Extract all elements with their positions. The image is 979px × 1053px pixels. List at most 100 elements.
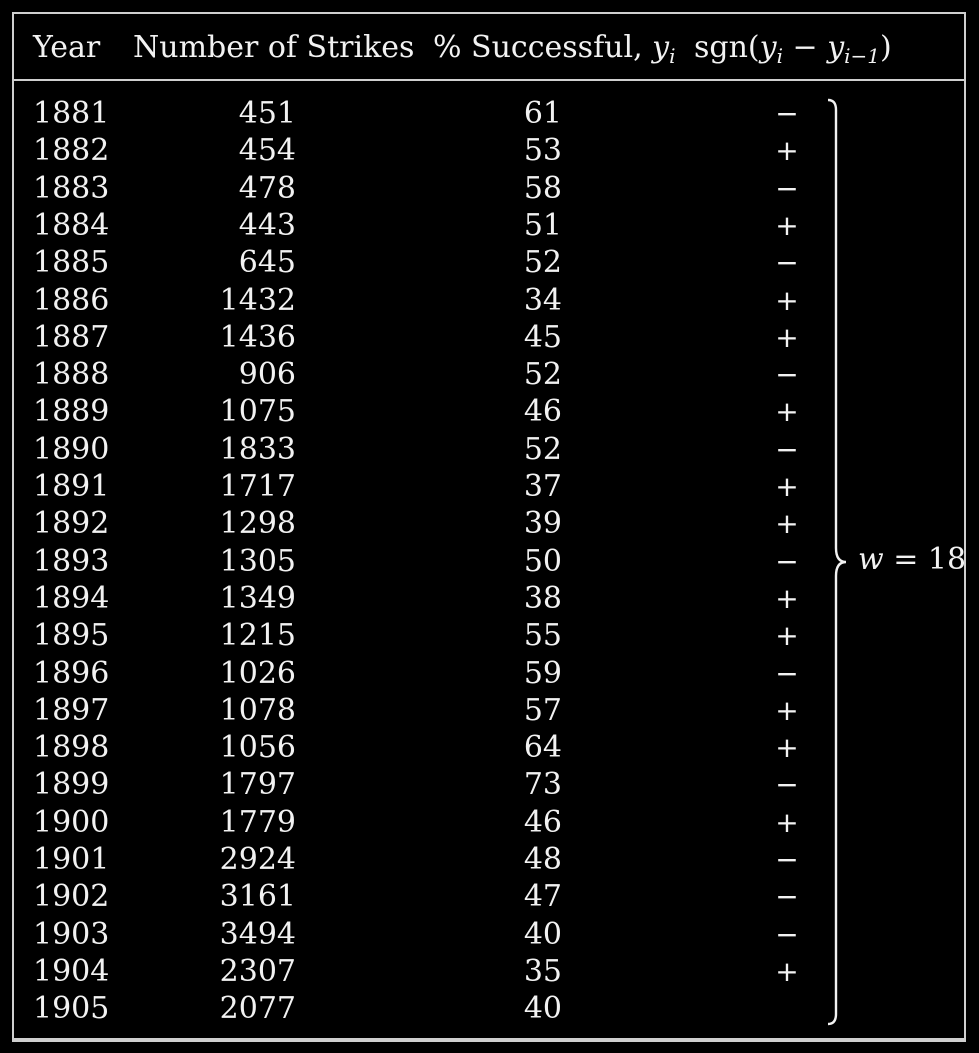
success-header-sub: i (669, 44, 676, 68)
table-row: 1897 1078 57 + (0, 692, 979, 729)
cell-strikes: 2307 (219, 953, 296, 989)
cell-success: 64 (523, 730, 562, 766)
cell-year: 1894 (33, 580, 110, 616)
cell-success: 52 (523, 245, 562, 281)
cell-success: 45 (523, 319, 562, 355)
cell-sign: − (775, 358, 799, 392)
cell-year: 1888 (33, 357, 110, 393)
cell-year: 1885 (33, 245, 110, 281)
cell-success: 51 (523, 207, 562, 243)
cell-sign: − (775, 246, 799, 280)
cell-strikes: 1797 (219, 767, 296, 803)
cell-sign: + (775, 581, 799, 615)
cell-year: 1893 (33, 543, 110, 579)
right-brace (827, 98, 847, 1026)
table-row: 1882 454 53 + (0, 132, 979, 169)
cell-strikes: 1298 (219, 506, 296, 542)
cell-year: 1898 (33, 730, 110, 766)
cell-year: 1891 (33, 469, 110, 504)
cell-strikes: 1436 (219, 319, 296, 355)
cell-sign: + (775, 954, 799, 988)
cell-year: 1886 (33, 282, 110, 318)
table-row: 1890 1833 52 − (0, 431, 979, 468)
cell-success: 35 (523, 953, 562, 989)
table-row: 1887 1436 45 + (0, 319, 979, 356)
column-header-year: Year (33, 30, 101, 65)
table-border-left (12, 12, 14, 1042)
cell-year: 1902 (33, 879, 110, 915)
cell-strikes: 3494 (219, 916, 296, 952)
cell-year: 1903 (33, 916, 110, 952)
table-bottom-rule (12, 1038, 966, 1040)
cell-year: 1904 (33, 953, 110, 989)
cell-strikes: 1056 (219, 730, 296, 766)
column-header-strikes: Number of Strikes (133, 30, 415, 65)
cell-strikes: 454 (238, 133, 296, 169)
table-row: 1892 1298 39 + (0, 505, 979, 542)
table-row: 1888 906 52 − (0, 356, 979, 393)
cell-strikes: 1305 (219, 543, 296, 579)
cell-success: 73 (523, 767, 562, 803)
success-header-var: y (652, 30, 670, 65)
cell-strikes: 2924 (219, 842, 296, 877)
success-header-prefix: % Successful, (433, 30, 653, 65)
column-header-success: % Successful, yi (433, 30, 676, 74)
cell-sign: − (775, 656, 799, 690)
table-row: 1900 1779 46 + (0, 804, 979, 841)
runs-annotation: w = 18 (858, 542, 966, 578)
cell-success: 53 (523, 133, 562, 169)
cell-year: 1884 (33, 207, 110, 243)
header-rule (12, 79, 966, 81)
cell-year: 1883 (33, 170, 110, 206)
cell-success: 40 (523, 916, 562, 952)
table-frame (12, 12, 966, 1042)
annotation-var: w (858, 542, 884, 577)
cell-sign: + (775, 507, 799, 541)
table-row: 1891 1717 37 + (0, 468, 979, 505)
cell-success: 58 (523, 170, 562, 206)
table-row: 1905 2077 40 (0, 990, 979, 1027)
cell-success: 59 (523, 655, 562, 691)
cell-year: 1895 (33, 618, 110, 654)
cell-strikes: 645 (238, 245, 296, 281)
table-row: 1896 1026 59 − (0, 655, 979, 692)
cell-sign: + (775, 283, 799, 317)
cell-sign: − (775, 97, 799, 130)
cell-strikes: 2077 (219, 991, 296, 1027)
cell-sign: + (775, 320, 799, 354)
annotation-value: = 18 (883, 542, 967, 577)
table-row: 1895 1215 55 + (0, 617, 979, 654)
cell-strikes: 1779 (219, 804, 296, 840)
cell-strikes: 906 (238, 357, 296, 393)
cell-sign: − (775, 768, 799, 802)
cell-sign: + (775, 805, 799, 839)
table-row: 1885 645 52 − (0, 244, 979, 281)
sign-header-prefix: sgn( (694, 30, 760, 65)
cell-success: 55 (523, 618, 562, 654)
cell-strikes: 1833 (219, 431, 296, 467)
cell-strikes: 1349 (219, 580, 296, 616)
cell-success: 52 (523, 357, 562, 393)
sign-header-y2: y (827, 30, 845, 65)
sign-header-y1: y (759, 30, 777, 65)
cell-strikes: 1078 (219, 692, 296, 728)
sign-header-sub1: i (776, 44, 783, 68)
table-row: 1884 443 51 + (0, 207, 979, 244)
cell-strikes: 443 (238, 207, 296, 243)
cell-strikes: 478 (238, 170, 296, 206)
table-row: 1903 3494 40 − (0, 916, 979, 953)
cell-success: 47 (523, 879, 562, 915)
cell-strikes: 1075 (219, 394, 296, 430)
table-row: 1901 2924 48 − (0, 841, 979, 878)
cell-sign: + (775, 693, 799, 727)
cell-year: 1897 (33, 692, 110, 728)
cell-sign: − (775, 544, 799, 578)
table-row: 1886 1432 34 + (0, 282, 979, 319)
cell-success: 61 (523, 96, 562, 131)
cell-success: 40 (523, 991, 562, 1027)
cell-success: 50 (523, 543, 562, 579)
cell-year: 1889 (33, 394, 110, 430)
cell-year: 1899 (33, 767, 110, 803)
cell-year: 1901 (33, 842, 110, 877)
cell-year: 1882 (33, 133, 110, 169)
